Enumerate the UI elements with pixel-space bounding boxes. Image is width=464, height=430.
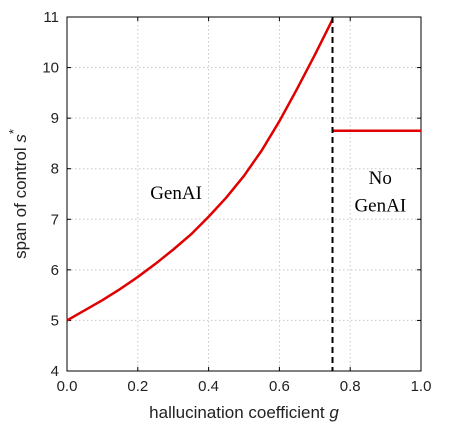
x-tick-label: 1.0 <box>411 378 432 395</box>
x-tick-label: 0.4 <box>198 378 219 395</box>
y-axis-label-text: span of control <box>11 147 30 259</box>
x-tick-label: 0.8 <box>340 378 361 395</box>
series-layer <box>66 18 421 322</box>
y-tick-label: 7 <box>51 211 59 228</box>
axis-ticks: 0.0 0.2 0.4 0.6 0.8 1.0 4 5 6 7 8 9 10 11 <box>42 9 431 395</box>
y-tick-label: 8 <box>51 161 59 178</box>
x-tick-label: 0.2 <box>127 378 148 395</box>
y-tick-label: 5 <box>51 312 59 329</box>
x-axis-label-var: g <box>329 403 339 422</box>
annotation-no: No <box>369 168 392 189</box>
series-genai-line <box>66 18 334 322</box>
y-axis-label: span of control s* <box>6 129 30 259</box>
x-axis-label-text: hallucination coefficient <box>149 403 325 422</box>
annotation-genai: GenAI <box>150 183 202 204</box>
x-axis-label: hallucination coefficient g <box>149 403 339 422</box>
plot-frame <box>66 16 422 372</box>
y-tick-label: 9 <box>51 110 59 127</box>
annotation-no-genai: GenAI <box>354 196 406 217</box>
x-tick-label: 0.6 <box>269 378 290 395</box>
y-axis-label-sup: * <box>6 129 21 134</box>
y-tick-label: 4 <box>51 363 59 380</box>
y-tick-label: 11 <box>43 9 59 26</box>
y-tick-label: 10 <box>42 60 59 77</box>
y-tick-label: 6 <box>51 262 59 279</box>
y-axis-label-var: s <box>11 134 30 143</box>
grid-lines <box>66 16 422 372</box>
x-tick-label: 0.0 <box>57 378 78 395</box>
